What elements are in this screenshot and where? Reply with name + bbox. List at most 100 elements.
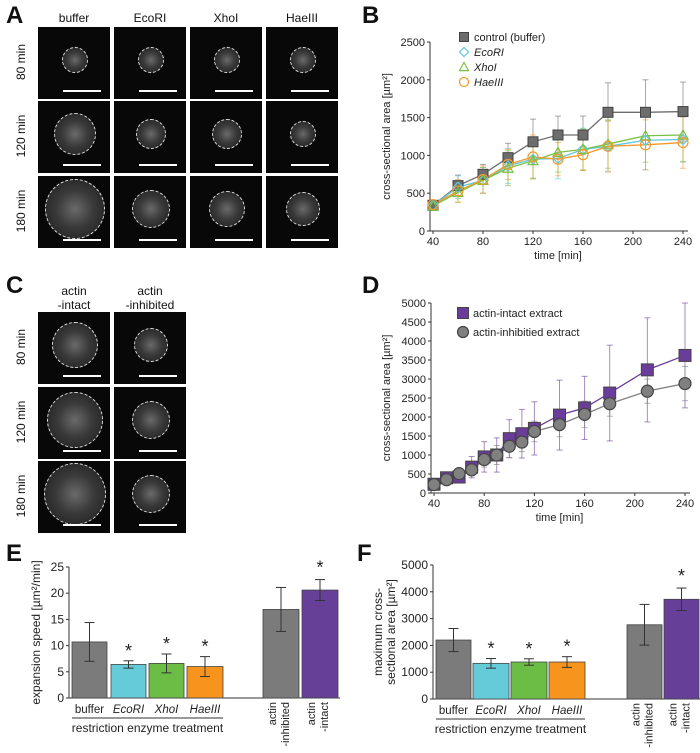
category-label: XhoI [516,705,541,717]
legend-marker [458,46,470,58]
nucleus-outline [214,47,240,73]
data-point [576,143,590,154]
micrograph [266,101,338,173]
x-tick-label: 240 [676,498,694,510]
scale-bar [63,164,101,166]
significance-star: * [563,637,570,657]
data-point [527,151,539,163]
scale-bar [139,375,177,377]
bar [548,661,586,700]
category-label-line: actin [267,702,279,725]
series-line-2 [432,134,684,207]
x-axis-label: time [min] [534,250,582,262]
significance-star: * [678,566,685,586]
y-tick-label: 0 [57,691,64,705]
panel-label-d: D [362,272,380,299]
micrograph [190,27,262,99]
x-tick-label: 120 [525,498,543,510]
data-point [603,397,617,411]
panel-label-b: B [362,2,380,29]
data-point [677,136,689,149]
data-point [452,467,466,481]
x-tick-label: 40 [428,498,440,510]
y-tick-label: 15 [51,612,65,626]
nucleus-outline [132,475,170,513]
scale-bar [63,524,101,526]
category-label-line: actin [631,703,643,726]
micrograph [266,176,338,248]
series-line-3 [432,141,684,206]
x-tick-label: 240 [674,236,692,248]
scale-bar [139,450,177,452]
scale-bar [63,90,101,92]
y-tick-label: 2000 [401,75,425,87]
micrograph [114,27,186,99]
nucleus-outline [290,47,316,73]
column-header: EcoRI [133,11,167,25]
legend-marker [458,61,470,72]
data-point [477,452,491,467]
y-axis-label-line: expansion speed [µm²/min] [29,560,43,704]
column-header: HaeIII [285,11,318,25]
scale-bar [139,524,177,526]
data-point [527,136,539,148]
micrograph [38,101,110,173]
data-point [427,478,441,492]
y-tick-label: 3500 [402,355,426,367]
nucleus-outline [136,119,166,149]
y-tick-label: 500 [408,469,426,481]
data-point [677,106,689,118]
data-point [490,448,504,462]
data-point [502,439,516,453]
x-tick-label: 40 [427,236,439,248]
column-header: actin -inhibited [125,284,175,312]
legend-marker [456,325,470,339]
legend-label: HaeIII [474,77,503,89]
category-label: HaeIII [552,705,583,717]
y-tick-label: 4000 [402,336,426,348]
micrograph [38,461,110,533]
panel-label-a: A [6,2,24,29]
y-tick-label: 4500 [402,317,426,329]
category-label: buffer [75,704,104,716]
data-point [577,143,589,156]
y-tick-label: 4000 [401,585,428,599]
nucleus-outline [134,328,168,362]
micrograph [114,387,186,459]
category-label-line: -intact [681,703,693,733]
y-tick-label: 2500 [401,37,425,49]
category-label-line: -intact [319,702,331,732]
legend-label: control (buffer) [474,32,545,44]
nucleus-outline [47,392,103,448]
y-axis-label-line: maximum cross- [371,588,385,676]
data-point [526,154,540,166]
data-point [515,435,529,449]
y-tick-label: 1000 [402,450,426,462]
y-tick-label: 2000 [401,638,428,652]
nucleus-outline [54,113,96,155]
nucleus-outline [212,119,242,149]
legend-label: actin-intact extract [473,308,562,320]
x-axis-label: time [min] [536,512,584,524]
category-label: actin-inhibited [631,703,656,748]
column-header: buffer [58,11,90,25]
legend-marker [458,76,470,88]
data-point [552,129,564,141]
data-point [639,139,652,151]
y-tick-label: 3000 [402,374,426,386]
nucleus-outline [132,401,170,439]
nucleus-outline [138,47,164,73]
series-line-0 [432,110,684,206]
significance-star: * [316,558,323,578]
data-point [502,158,514,171]
x-tick-label: 120 [524,236,542,248]
y-axis-label: cross-sectional area [µm²] [381,73,393,200]
significance-star: * [125,641,132,661]
panel-label-f: F [357,540,372,567]
x-tick-label: 160 [575,498,593,510]
category-label: EcoRI [113,704,145,716]
significance-star: * [487,639,494,659]
micrograph [114,312,186,384]
micrograph [114,176,186,248]
